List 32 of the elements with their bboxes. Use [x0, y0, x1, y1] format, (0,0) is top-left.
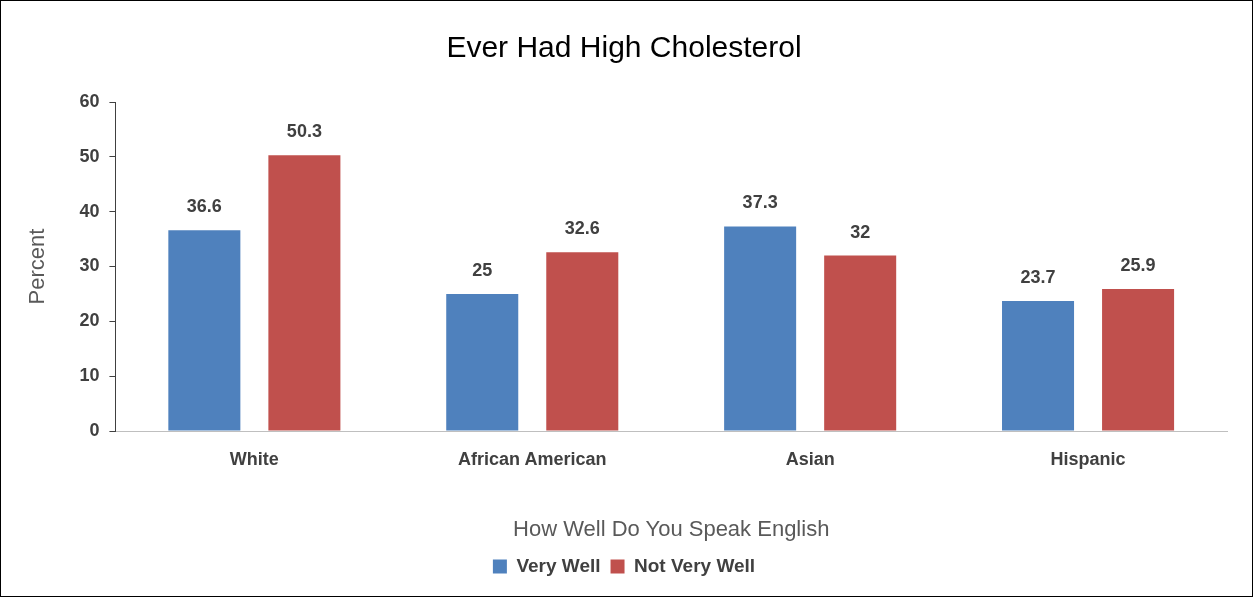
legend-label: Very Well [516, 554, 601, 576]
x-tick-label: Hispanic [1050, 448, 1126, 469]
x-axis-title: How Well Do You Speak English [513, 515, 830, 541]
data-label: 23.7 [1020, 267, 1056, 288]
data-label: 37.3 [742, 192, 778, 213]
data-label: 32.6 [564, 218, 600, 239]
data-label: 25.9 [1120, 254, 1156, 275]
bar [268, 155, 341, 431]
chart-title: Ever Had High Cholesterol [446, 30, 802, 64]
data-label: 36.6 [186, 196, 222, 217]
bar [546, 252, 619, 431]
y-tick-label: 50 [79, 145, 100, 166]
bar [446, 293, 519, 431]
bar [724, 226, 797, 431]
y-tick-label: 0 [89, 419, 100, 440]
bar [824, 255, 897, 431]
data-label: 25 [472, 259, 493, 280]
x-tick-label: African American [458, 448, 607, 469]
bar [1002, 301, 1075, 431]
legend-label: Not Very Well [634, 554, 756, 576]
x-tick-label: Asian [785, 448, 835, 469]
y-axis-title: Percent [24, 228, 50, 305]
y-tick-label: 10 [79, 365, 100, 386]
bar [168, 230, 241, 431]
y-tick-label: 30 [79, 255, 100, 276]
y-tick-label: 60 [79, 90, 100, 111]
bar [1102, 288, 1175, 431]
data-label: 50.3 [286, 121, 322, 142]
y-tick-label: 20 [79, 310, 100, 331]
x-tick-label: White [229, 448, 279, 469]
data-label: 32 [850, 221, 871, 242]
y-tick-label: 40 [79, 200, 100, 221]
